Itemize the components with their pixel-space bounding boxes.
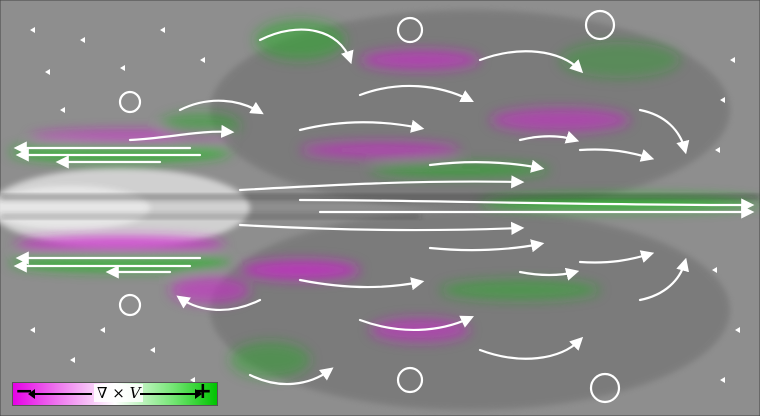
streamline [238, 175, 525, 192]
vorticity-patch [230, 342, 310, 378]
streamline [638, 257, 689, 302]
vorticity-patch [370, 163, 550, 177]
vorticity-patch [240, 260, 360, 280]
vorticity-patch [300, 142, 460, 158]
streamline [176, 295, 262, 311]
streamline [428, 239, 545, 253]
streamline [518, 130, 580, 144]
vorticity-patch [480, 196, 760, 210]
colorbar-left-arrow-icon [28, 389, 92, 399]
streamline [128, 124, 235, 142]
streamline [358, 84, 474, 102]
streamline [428, 159, 545, 173]
vorticity-patch [490, 108, 630, 132]
vorticity-patch [255, 20, 345, 60]
streamline [248, 367, 334, 386]
vortex [118, 293, 142, 317]
vortex [584, 9, 616, 41]
streamline [298, 119, 425, 133]
vorticity-patch [360, 50, 480, 70]
streamline [258, 28, 354, 65]
colorbar-right-arrow-icon [140, 389, 202, 399]
vorticity-patch [10, 253, 230, 271]
streamline [298, 198, 755, 212]
vortex [118, 90, 142, 114]
streamline [518, 267, 580, 281]
vorticity-patch [560, 42, 680, 78]
colorbar-plus-label: + [193, 379, 212, 404]
streamline [178, 99, 264, 115]
colorbar-quantity-label: ∇ × V [94, 384, 144, 402]
vorticity-colorbar: − ∇ × V + [12, 379, 218, 406]
streamline [578, 250, 655, 264]
streamline [238, 221, 525, 235]
tracer-marks [30, 27, 740, 383]
vorticity-patch [15, 237, 225, 253]
vorticity-patch [10, 143, 230, 161]
streamline [478, 336, 584, 360]
streamlines [13, 9, 755, 404]
vortex [396, 16, 424, 44]
streamline [358, 315, 474, 332]
vorticity-patch [440, 280, 600, 300]
vortex [589, 372, 621, 404]
streamline [578, 148, 655, 162]
streamline [638, 108, 690, 155]
vortex [396, 366, 424, 394]
streamline [478, 50, 584, 74]
streamline [298, 277, 425, 291]
jet-core [0, 195, 760, 218]
